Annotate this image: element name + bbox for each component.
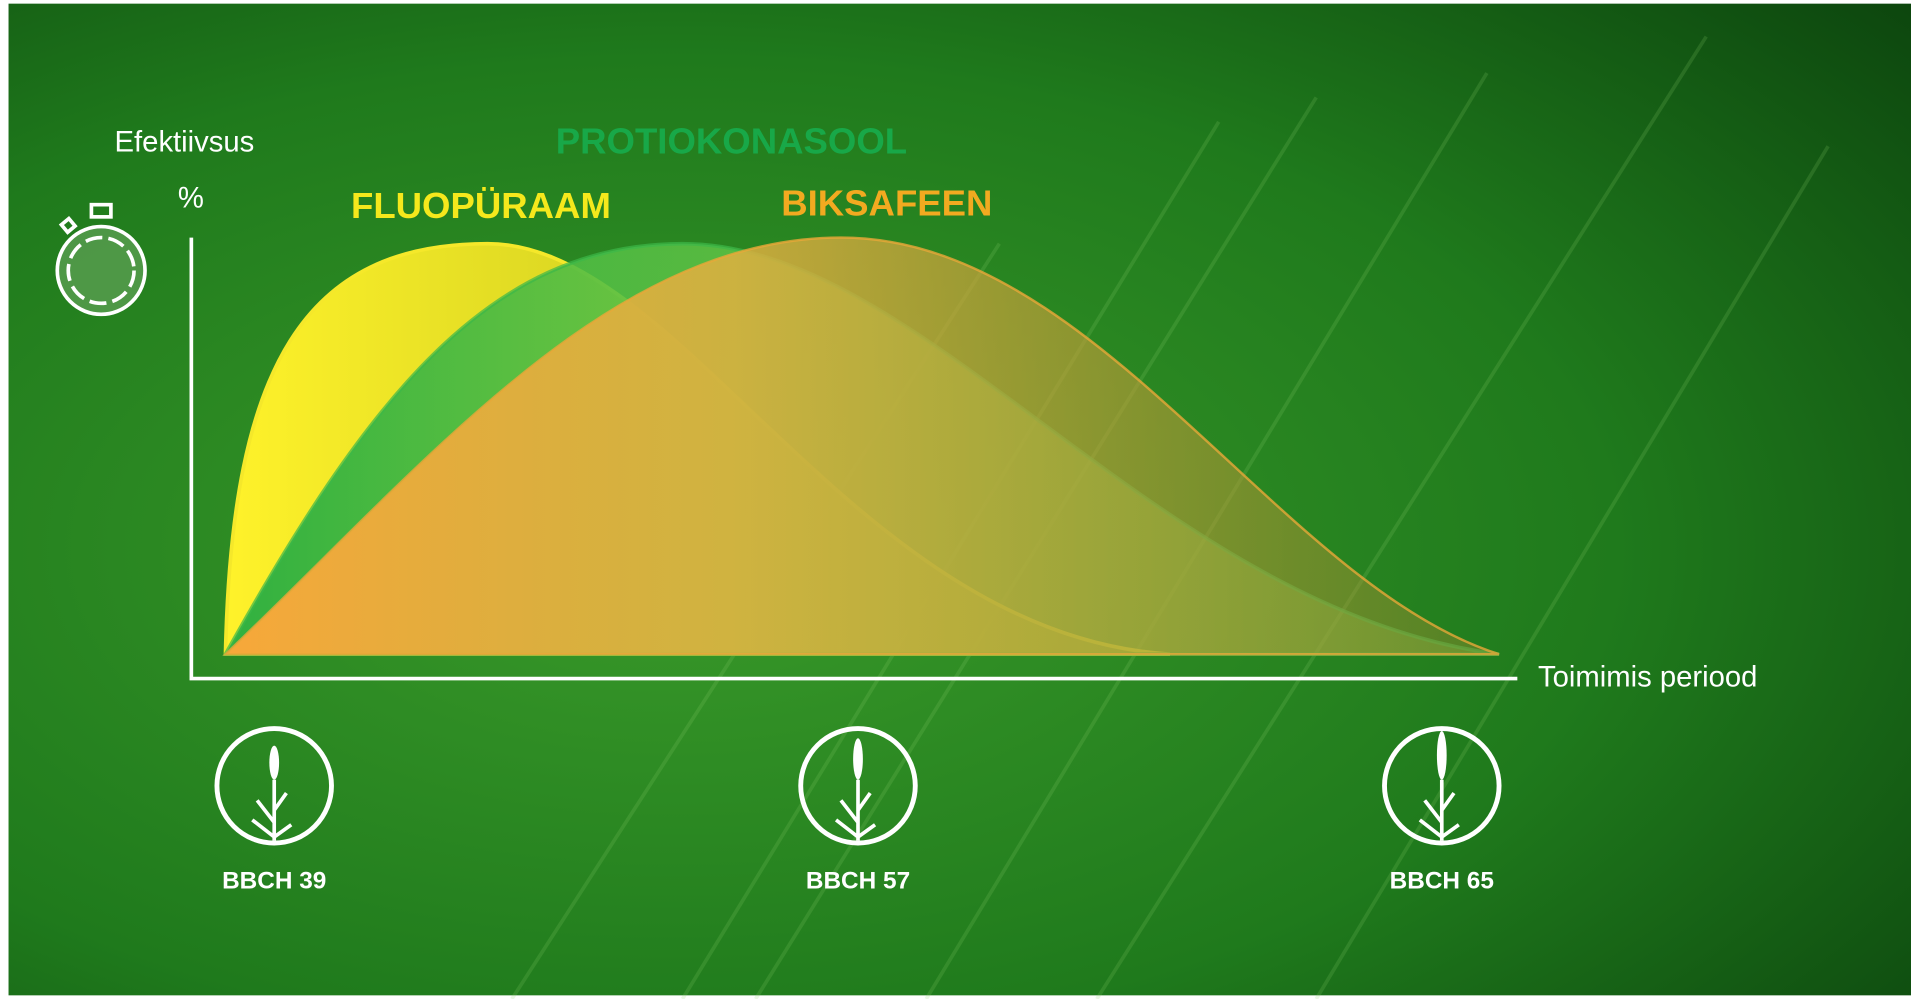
infographic: Efektiivsus % Toimimis periood PROTIOKON… <box>0 0 1911 999</box>
x-axis-label: Toimimis periood <box>1538 661 1757 693</box>
product-label: FLUOPÜRAAM <box>351 185 611 226</box>
page: Efektiivsus % Toimimis periood PROTIOKON… <box>0 0 1911 999</box>
stage-label: BBCH 65 <box>1390 867 1494 894</box>
product-label: PROTIOKONASOOL <box>556 120 907 161</box>
y-axis-label: Efektiivsus <box>115 126 255 158</box>
y-axis-unit: % <box>178 183 204 215</box>
wheat-ear <box>1437 731 1447 780</box>
stage-label: BBCH 39 <box>222 867 326 894</box>
wheat-ear <box>269 746 279 780</box>
wheat-ear <box>853 738 863 779</box>
product-label: BIKSAFEEN <box>781 183 992 224</box>
stage-label: BBCH 57 <box>806 867 910 894</box>
